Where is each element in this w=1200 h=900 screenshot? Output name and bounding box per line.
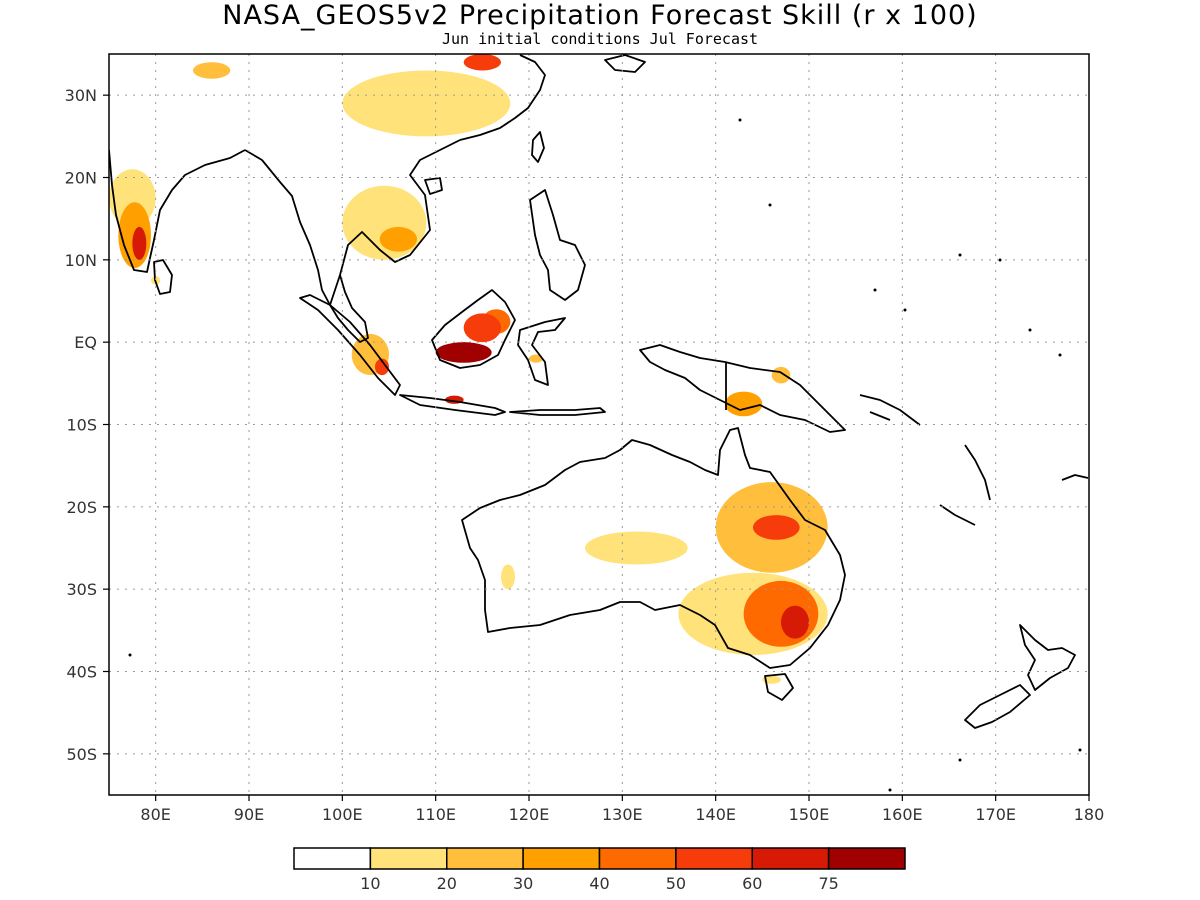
- skill-region-queensland-core: [753, 515, 800, 540]
- figure-title: NASA_GEOS5v2 Precipitation Forecast Skil…: [222, 0, 977, 31]
- colorbar-label: 10: [360, 874, 380, 893]
- coastline-hainan: [424, 177, 443, 195]
- lat-tick-label: 10S: [66, 416, 97, 435]
- colorbar-swatch: [293, 847, 372, 870]
- skill-region-nsw-mid: [743, 580, 819, 647]
- coastline-india: [109, 149, 246, 273]
- pacific-islets: [128, 118, 1082, 792]
- lon-tick-label: 140E: [695, 805, 736, 824]
- skill-region-borneo-north: [463, 313, 502, 343]
- skill-region-sumatra: [375, 358, 389, 376]
- lat-tick-label: 50S: [66, 745, 97, 764]
- lon-tick-label: 150E: [789, 805, 830, 824]
- lon-tick-label: 120E: [509, 805, 550, 824]
- coastline-new-zealand-south: [964, 684, 1031, 729]
- colorbar-swatch: [522, 847, 601, 870]
- map-plot-area: [109, 54, 1089, 795]
- coastline-new-guinea: [639, 344, 846, 433]
- colorbar-label: 75: [818, 874, 838, 893]
- colorbar-label: 40: [589, 874, 609, 893]
- colorbar-swatch: [369, 847, 448, 870]
- longitude-axis: 80E 90E 100E 110E 120E 130E 140E 150E 160E 170E 18…: [140, 795, 1104, 824]
- coastline-malay-peninsula: [329, 274, 369, 343]
- coastline-new-zealand-north: [1019, 624, 1076, 691]
- lon-tick-label: 90E: [234, 805, 264, 824]
- coastline-philippines: [529, 189, 586, 301]
- skill-region-tibet-west: [193, 62, 231, 79]
- skill-shading-layer: [109, 54, 828, 684]
- skill-region-nsw-core: [781, 605, 809, 639]
- skill-region-borneo-core: [435, 342, 492, 363]
- colorbar-swatch: [598, 847, 677, 870]
- coastline-sumatra: [299, 294, 401, 396]
- lat-tick-label: EQ: [74, 333, 97, 352]
- colorbar-swatch: [675, 847, 753, 870]
- lon-tick-label: 100E: [322, 805, 363, 824]
- skill-region-india-west-coast: [132, 226, 147, 260]
- lon-tick-label: 110E: [415, 805, 456, 824]
- coastline-vanuatu: [964, 444, 991, 501]
- skill-region-new-guinea-south: [725, 391, 763, 417]
- latitude-axis: 30N 20N 10N EQ 10S 20S 30S 40S 50S: [65, 86, 109, 764]
- coastline-lesser-sunda: [509, 407, 606, 416]
- skill-region-western-australia: [501, 564, 515, 590]
- lat-tick-label: 40S: [66, 663, 97, 682]
- gridlines: [109, 54, 1089, 795]
- coastline-sulawesi: [517, 317, 566, 386]
- lon-tick-label: 160E: [882, 805, 923, 824]
- lat-tick-label: 30S: [66, 580, 97, 599]
- colorbar-label: 30: [513, 874, 533, 893]
- colorbar-swatch: [751, 847, 830, 870]
- lon-tick-label: 130E: [602, 805, 643, 824]
- lon-tick-label: 80E: [140, 805, 170, 824]
- lon-tick-label: 170E: [975, 805, 1016, 824]
- coastline-indochina: [329, 139, 461, 306]
- colorbar-label: 20: [437, 874, 457, 893]
- skill-region-sulawesi: [529, 354, 543, 363]
- skill-region-indochina: [379, 226, 418, 252]
- coastline-java: [399, 394, 506, 416]
- coastline-borneo: [431, 289, 516, 369]
- figure-subtitle: Jun initial conditions Jul Forecast: [442, 30, 758, 48]
- lon-tick-label: 180: [1074, 805, 1105, 824]
- colorbar-swatch: [446, 847, 524, 870]
- coastline-taiwan: [531, 131, 545, 163]
- coastline-burma: [244, 149, 331, 306]
- coastline-china: [459, 54, 546, 141]
- lat-tick-label: 30N: [65, 86, 97, 105]
- colorbar-swatch: [827, 847, 906, 870]
- skill-region-new-guinea-north: [771, 366, 791, 384]
- coastline-layer: [109, 54, 1089, 729]
- skill-region-tibet-east: [463, 54, 502, 71]
- coastline-sri-lanka: [153, 259, 173, 295]
- coastline-fiji: [1061, 474, 1089, 481]
- colorbar-label: 60: [742, 874, 762, 893]
- lat-tick-label: 20N: [65, 169, 97, 188]
- skill-region-interior-australia: [585, 531, 688, 565]
- lat-tick-label: 20S: [66, 498, 97, 517]
- coastline-australia: [461, 427, 846, 669]
- lat-tick-label: 10N: [65, 251, 97, 270]
- coastline-japan: [604, 54, 646, 73]
- colorbar-label: 50: [666, 874, 686, 893]
- skill-region-indochina-outer: [342, 185, 427, 260]
- coastline-solomon-islands: [859, 394, 921, 426]
- coastline-new-caledonia: [939, 504, 976, 526]
- skill-region-china-central: [342, 70, 511, 137]
- coastline-tasmania: [764, 673, 794, 701]
- colorbar: 10 20 30 40 50 60 75: [293, 847, 906, 893]
